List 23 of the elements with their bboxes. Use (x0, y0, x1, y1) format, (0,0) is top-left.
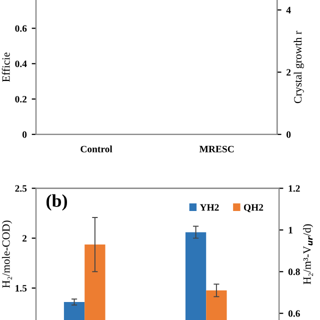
y2-tick-label: 0 (286, 131, 291, 138)
y2-axis-title: Crystal growth r (294, 30, 304, 104)
y2-tick-label: 4 (286, 6, 291, 14)
legend-label: QH2 (244, 204, 264, 212)
y2-tick-label: 0.8 (288, 268, 300, 276)
y2-axis-title: H₂/m³-V$_{ur}$/d) (303, 224, 314, 284)
y-tick-label: 1.5 (16, 285, 27, 292)
y-tick-label: 2.5 (15, 185, 27, 192)
y-axis-title: H₂/mole-COD) (2, 220, 12, 288)
y2-tick-label: 2 (286, 69, 291, 76)
y-tick-label: 0.4 (15, 60, 27, 68)
y2-tick-label: 1.2 (288, 185, 300, 192)
y-axis-title: Efficie (2, 52, 10, 82)
y2-tick-label: 0.6 (288, 310, 300, 317)
y-tick-label: 2 (22, 235, 27, 242)
annotation: (b) (46, 194, 67, 211)
x-tick-label: Control (80, 146, 112, 152)
x-tick-label: MRESC (199, 146, 234, 152)
y-tick-label: 0.6 (15, 25, 27, 32)
y-tick-label: 0.2 (15, 96, 27, 103)
y2-tick-label: 1 (288, 226, 292, 234)
y-tick-label: 0 (22, 131, 27, 138)
legend-label: YH2 (200, 204, 219, 211)
